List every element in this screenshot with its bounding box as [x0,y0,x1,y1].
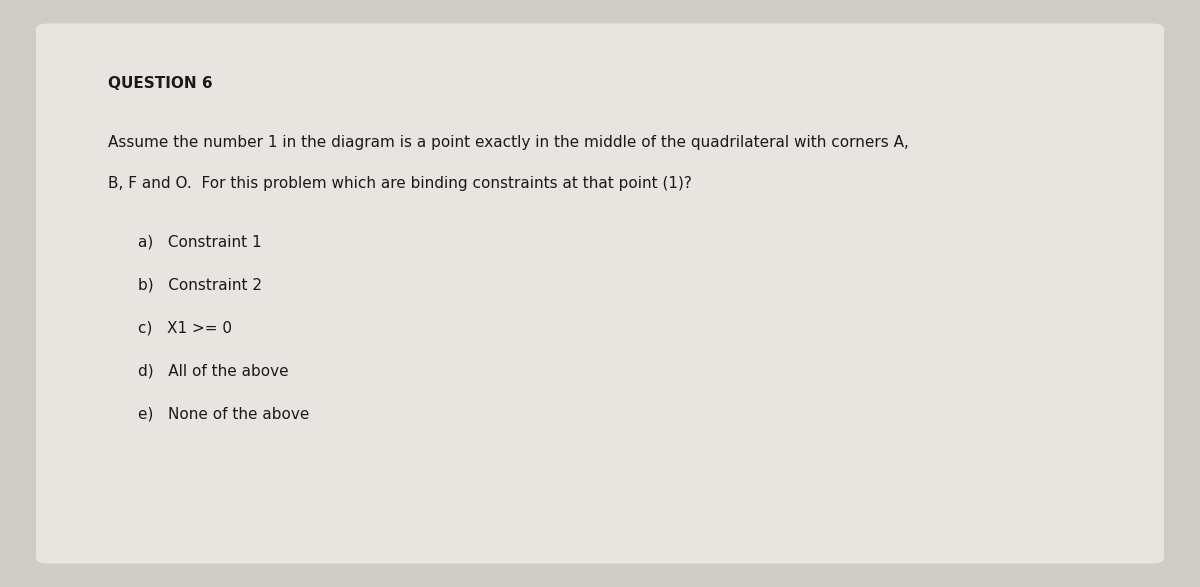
Text: QUESTION 6: QUESTION 6 [108,76,212,92]
Text: B, F and O.  For this problem which are binding constraints at that point (1)?: B, F and O. For this problem which are b… [108,176,692,191]
Text: a)   Constraint 1: a) Constraint 1 [138,235,262,250]
Text: d)   All of the above: d) All of the above [138,363,289,379]
Text: b)   Constraint 2: b) Constraint 2 [138,278,262,293]
Text: Assume the number 1 in the diagram is a point exactly in the middle of the quadr: Assume the number 1 in the diagram is a … [108,135,908,150]
Text: e)   None of the above: e) None of the above [138,406,310,421]
Text: c)   X1 >= 0: c) X1 >= 0 [138,321,232,336]
